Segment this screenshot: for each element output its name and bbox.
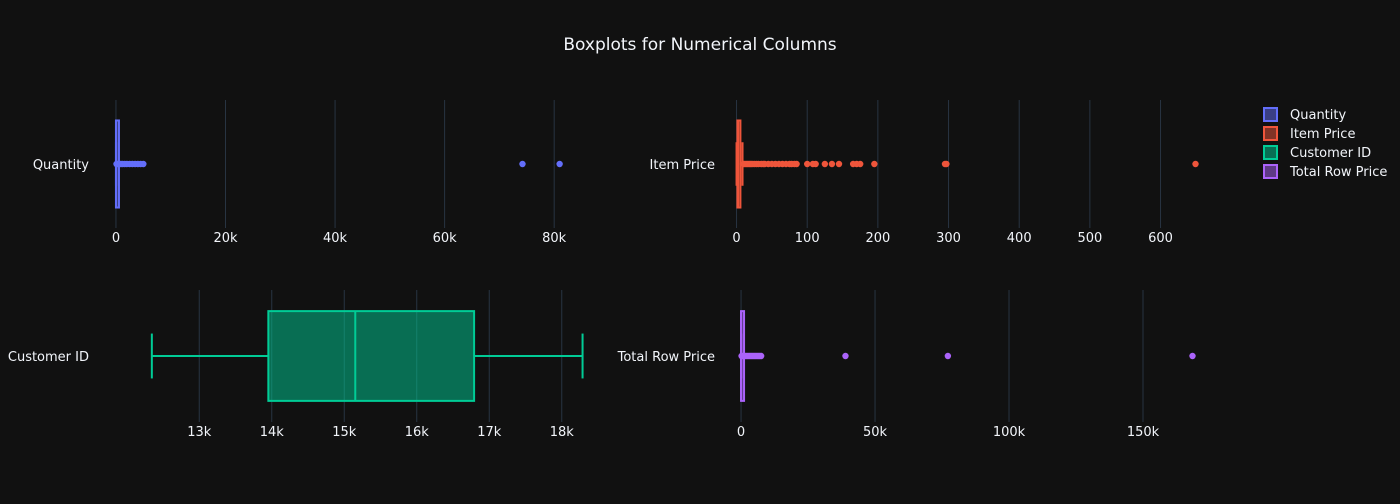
x-tick-label: 500 [1077, 231, 1102, 246]
x-tick-label: 100 [795, 231, 820, 246]
y-category-label: Customer ID [8, 350, 89, 365]
outlier-point [1189, 352, 1196, 360]
x-tick-label: 50k [863, 425, 888, 440]
outlier-point [943, 160, 950, 168]
legend-item[interactable]: Customer ID [1263, 145, 1371, 161]
outlier-point [835, 160, 843, 168]
outlier-point [828, 160, 836, 168]
outlier-point [812, 160, 819, 168]
x-tick-label: 0 [737, 425, 745, 440]
outlier-point [1192, 160, 1199, 168]
subplot-item-price: 0 100 200 300 400 500 600 Item Price [650, 100, 1199, 246]
x-tick-label: 15k [332, 425, 357, 440]
subplot-quantity: 0 20k 40k 60k 80k Quantity [33, 100, 567, 246]
legend-label: Quantity [1290, 108, 1346, 123]
subplot-customer-id: 13k 14k 15k 16k 17k 18k Customer ID [8, 290, 584, 440]
outlier-point [793, 160, 800, 168]
x-tick-label: 40k [323, 231, 348, 246]
outlier-point [757, 352, 765, 360]
subplot-panels: 0 20k 40k 60k 80k Quantity 0 100 200 300 400 500 600… [8, 100, 1199, 440]
x-tick-label: 0 [732, 231, 740, 246]
x-tick-label: 13k [187, 425, 212, 440]
x-tick-label: 20k [213, 231, 238, 246]
outlier-point [556, 160, 563, 168]
legend-swatch [1263, 164, 1278, 179]
legend-swatch [1263, 126, 1278, 141]
x-tick-label: 14k [260, 425, 285, 440]
x-tick-label: 300 [936, 231, 961, 246]
x-tick-label: 16k [405, 425, 430, 440]
x-tick-label: 150k [1127, 425, 1160, 440]
legend-item[interactable]: Total Row Price [1263, 164, 1387, 180]
chart-title: Boxplots for Numerical Columns [563, 35, 836, 55]
subplot-total-row-price: 0 50k 100k 150k Total Row Price [617, 290, 1196, 440]
x-tick-label: 100k [993, 425, 1026, 440]
outlier-point [842, 352, 849, 360]
legend-swatch [1263, 145, 1278, 160]
legend-label: Item Price [1290, 127, 1355, 142]
outlier-point [519, 160, 526, 168]
outlier-point [944, 352, 952, 360]
y-category-label: Item Price [650, 158, 715, 173]
legend-item[interactable]: Item Price [1263, 126, 1355, 142]
outlier-point [821, 160, 829, 168]
legend-swatch [1263, 107, 1278, 122]
x-tick-label: 600 [1148, 231, 1173, 246]
x-tick-label: 0 [112, 231, 120, 246]
y-category-label: Quantity [33, 158, 89, 173]
x-tick-label: 17k [477, 425, 502, 440]
x-tick-label: 400 [1007, 231, 1032, 246]
box-iqr [267, 310, 476, 402]
x-tick-label: 60k [433, 231, 458, 246]
legend-label: Total Row Price [1289, 165, 1387, 180]
outlier-point [804, 160, 811, 168]
legend: Quantity Item Price Customer ID Total Row P… [1263, 107, 1387, 180]
x-tick-label: 80k [542, 231, 567, 246]
outlier-point [140, 160, 147, 168]
y-category-label: Total Row Price [617, 350, 715, 365]
legend-item[interactable]: Quantity [1263, 107, 1346, 123]
outlier-point [871, 160, 878, 168]
x-tick-label: 200 [865, 231, 890, 246]
x-tick-label: 18k [550, 425, 575, 440]
outlier-point [857, 160, 864, 168]
legend-label: Customer ID [1290, 146, 1371, 161]
